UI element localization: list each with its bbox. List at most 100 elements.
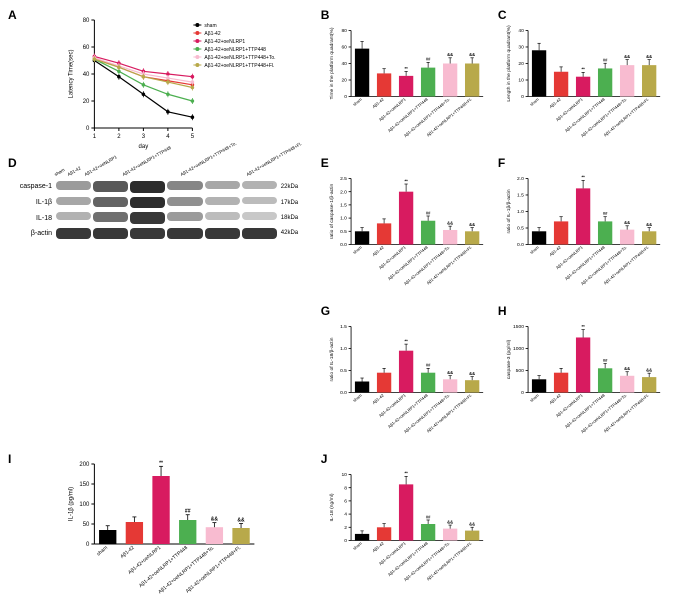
molecular-weight: 22kDa [281,184,311,190]
svg-text:Aβ1-42+oeNLRP1+TTP448: Aβ1-42+oeNLRP1+TTP448 [564,392,606,429]
svg-text:IL-18 (ng/ml): IL-18 (ng/ml) [329,493,335,521]
svg-text:20: 20 [518,61,524,67]
blot-band [56,197,91,205]
blot-lane-label: sham [54,167,66,177]
panel-B-chart: 020406080Time in the platform quadrant(%… [323,10,488,150]
panel-C: C 010203040Length in the platform quadra… [500,10,665,150]
panel-H-chart: 050010001500caspase-3 (pg/ml)shamAβ1-42*… [500,306,665,446]
svg-text:200: 200 [79,462,90,468]
svg-text:1.0: 1.0 [517,209,524,215]
svg-text:1: 1 [93,134,97,140]
svg-text:Aβ1-42: Aβ1-42 [548,96,562,109]
svg-text:Aβ1-42: Aβ1-42 [371,540,385,553]
svg-text:30: 30 [518,45,524,51]
panel-D: D shamAβ1-42Aβ1-42+oeNLRP1Aβ1-42+oeNLRP1… [10,158,311,446]
svg-text:sham: sham [529,96,540,107]
molecular-weight: 42kDa [281,230,311,236]
svg-text:**: ** [404,66,408,71]
blot-band [56,228,91,239]
svg-text:150: 150 [79,482,90,488]
svg-text:4: 4 [344,512,347,518]
svg-text:sham: sham [352,540,363,551]
svg-text:Aβ1-42: Aβ1-42 [204,31,220,37]
blot-band [242,228,277,239]
panel-H: H 050010001500caspase-3 (pg/ml)shamAβ1-4… [500,306,665,446]
blot-band [93,181,128,192]
panel-I-chart: 050100150200IL-1β (pg/ml)shamAβ1-42**Aβ1… [10,454,311,594]
svg-text:Aβ1-42: Aβ1-42 [548,244,562,257]
blot-row: caspase-122kDa [10,181,311,193]
svg-text:&&: && [447,52,453,57]
svg-text:1.5: 1.5 [517,193,524,199]
svg-text:2.0: 2.0 [517,176,524,182]
svg-text:**: ** [581,324,585,329]
panel-B: B 020406080Time in the platform quadrant… [323,10,488,150]
svg-text:sham: sham [529,392,540,403]
svg-text:0: 0 [344,94,347,100]
svg-text:&&: && [646,368,652,373]
protein-name: β-actin [10,230,52,237]
svg-text:0.5: 0.5 [340,229,347,235]
blot-band [167,228,202,239]
svg-text:sham: sham [352,244,363,255]
svg-text:&&: && [447,220,453,225]
svg-text:20: 20 [341,78,347,84]
svg-text:**: ** [159,460,163,466]
blot-band [93,197,128,207]
svg-text:&&: && [447,370,453,375]
svg-text:Aβ1-42+oeNLRP1+TTP448+To.: Aβ1-42+oeNLRP1+TTP448+To. [157,545,215,594]
blot-band [205,212,240,220]
svg-text:&&: && [237,518,245,524]
svg-text:2.0: 2.0 [340,189,347,195]
panel-G-chart: 0.00.51.01.5ratio of IL-18/β-actinshamAβ… [323,306,488,446]
panel-C-chart: 010203040Length in the platform quadrant… [500,10,665,150]
svg-text:50: 50 [83,522,90,528]
svg-text:0.0: 0.0 [340,242,347,248]
blot-band [130,181,165,193]
svg-text:1500: 1500 [513,324,524,330]
svg-text:&&: && [646,222,652,227]
svg-text:ratio of IL-18/β-actin: ratio of IL-18/β-actin [329,337,335,381]
svg-text:**: ** [581,67,585,72]
svg-text:0: 0 [521,94,524,100]
svg-text:0.0: 0.0 [517,242,524,248]
svg-text:100: 100 [79,502,90,508]
svg-text:&&: && [624,54,630,59]
svg-text:Aβ1-42+oeNLRP1+TTP448+Fl.: Aβ1-42+oeNLRP1+TTP448+Fl. [602,97,649,138]
blot-band [56,181,91,190]
svg-text:**: ** [404,471,408,476]
svg-text:Length in the platform quadran: Length in the platform quadrant(%) [506,25,512,102]
svg-text:Aβ1-42+oeNLRP1+TTP448: Aβ1-42+oeNLRP1+TTP448 [564,96,606,133]
svg-text:Aβ1-42: Aβ1-42 [371,244,385,257]
svg-text:Aβ1-42+oeNLRP1+TTP448+Fl.: Aβ1-42+oeNLRP1+TTP448+Fl. [425,97,472,138]
blot-band [205,197,240,205]
svg-text:##: ## [426,363,431,368]
svg-text:Aβ1-42+oeNLRP1+TTP448+Fl.: Aβ1-42+oeNLRP1+TTP448+Fl. [425,393,472,434]
svg-text:##: ## [426,210,431,215]
svg-text:Aβ1-42+oeNLRP1+TTP448: Aβ1-42+oeNLRP1+TTP448 [204,47,266,53]
svg-text:0: 0 [344,538,347,544]
panel-A: A 02040608012345Latency Time(sec)daysham… [10,10,311,150]
svg-text:day: day [139,144,149,150]
svg-text:0.5: 0.5 [340,368,347,374]
panel-F-chart: 0.00.51.01.52.0ratio of IL-1β/β-actinsha… [500,158,665,298]
blot-band [130,212,165,223]
molecular-weight: 17kDa [281,200,311,206]
panel-J-chart: 0246810IL-18 (ng/ml)shamAβ1-42**Aβ1-42+o… [323,454,488,594]
blot-row: IL-1β17kDa [10,197,311,209]
svg-text:IL-1β (pg/ml): IL-1β (pg/ml) [68,487,74,521]
blot-band [93,212,128,222]
svg-text:##: ## [603,58,608,63]
svg-text:Aβ1-42: Aβ1-42 [371,392,385,405]
svg-text:2.5: 2.5 [340,176,347,182]
svg-text:10: 10 [518,78,524,84]
blot-row: IL-1818kDa [10,212,311,223]
svg-text:&&: && [469,522,475,527]
svg-text:##: ## [603,358,608,363]
svg-text:Aβ1-42: Aβ1-42 [548,392,562,405]
svg-text:1.0: 1.0 [340,346,347,352]
svg-text:2: 2 [344,525,347,531]
svg-text:80: 80 [83,18,90,24]
svg-text:caspase-3 (pg/ml): caspase-3 (pg/ml) [506,339,512,379]
svg-text:sham: sham [352,392,363,403]
